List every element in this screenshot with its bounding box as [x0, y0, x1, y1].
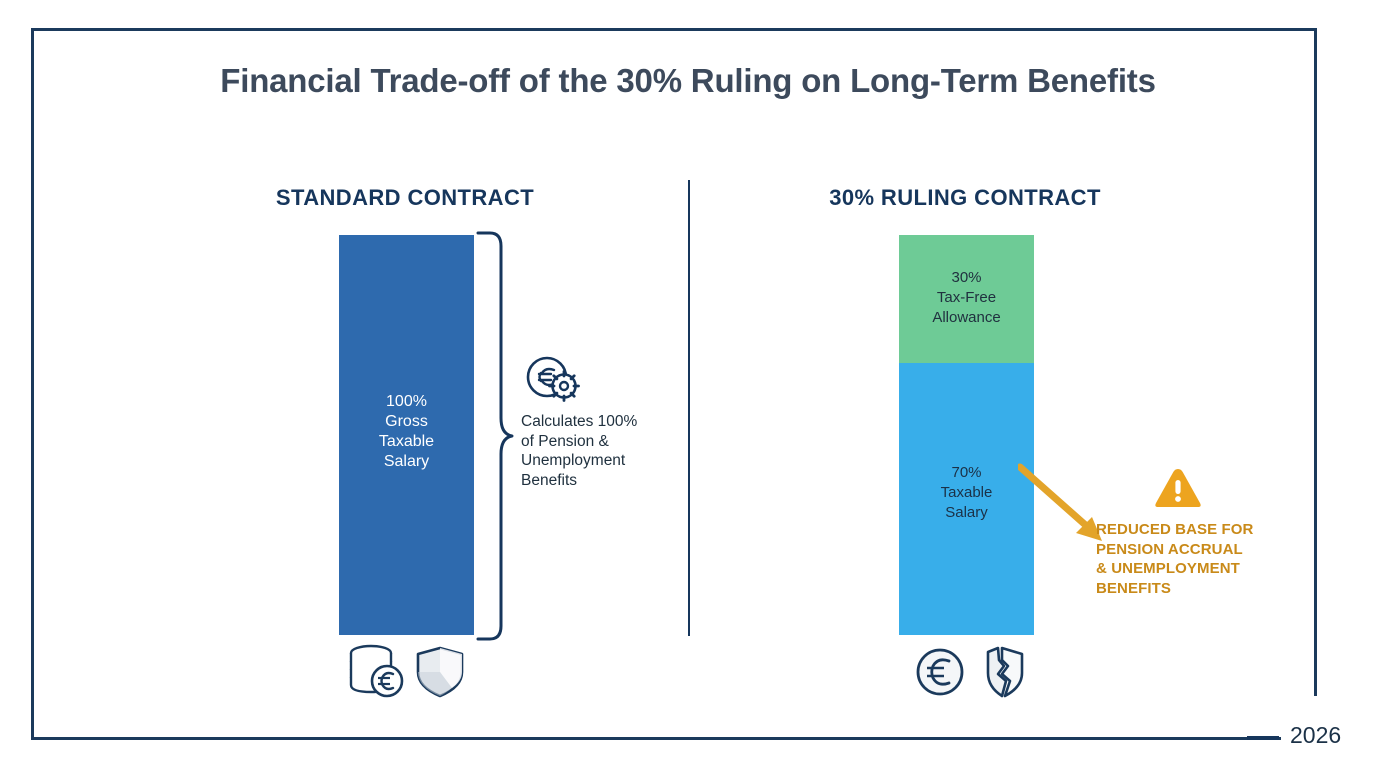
brace-bracket: [476, 231, 514, 641]
icons-standard-benefits: [349, 644, 464, 698]
footer-year: 2026: [1290, 722, 1342, 748]
bar-segment-taxable-label: 70% Taxable Salary: [940, 464, 993, 521]
frame-border-left: [31, 28, 34, 740]
euro-coin-gear-icon: [526, 356, 580, 402]
icons-ruling-benefits: [916, 646, 1024, 698]
column-heading-standard: STANDARD CONTRACT: [275, 185, 535, 210]
page-title: Financial Trade-off of the 30% Ruling on…: [220, 62, 1156, 99]
shield-intact-icon: [416, 646, 464, 698]
bar-standard-label: 100% Gross Taxable Salary: [378, 393, 435, 470]
bar-segment-taxable-salary: [899, 363, 1034, 635]
panel-divider: [688, 180, 690, 636]
column-heading-ruling: 30% RULING CONTRACT: [829, 185, 1101, 210]
shield-broken-icon: [986, 646, 1024, 698]
warning-arrow-icon: [1018, 463, 1102, 541]
bar-standard-gross-salary: [339, 235, 474, 635]
bar-segment-tax-free-allowance: [899, 235, 1034, 363]
bar-segment-tax-free-label: 30% Tax-Free Allowance: [932, 269, 1001, 326]
warning-triangle-icon: [1155, 469, 1201, 507]
frame-border-top: [31, 28, 1317, 31]
footer-rule: [1247, 736, 1279, 740]
coin-stack-euro-icon: [349, 644, 404, 698]
warning-message: REDUCED BASE FOR PENSION ACCRUAL & UNEMP…: [1096, 521, 1254, 597]
frame-border-right: [1314, 28, 1317, 696]
frame-border-bottom: [31, 737, 1281, 740]
euro-coin-icon: [916, 648, 964, 696]
note-standard-calculation: Calculates 100% of Pension & Unemploymen…: [521, 413, 638, 489]
